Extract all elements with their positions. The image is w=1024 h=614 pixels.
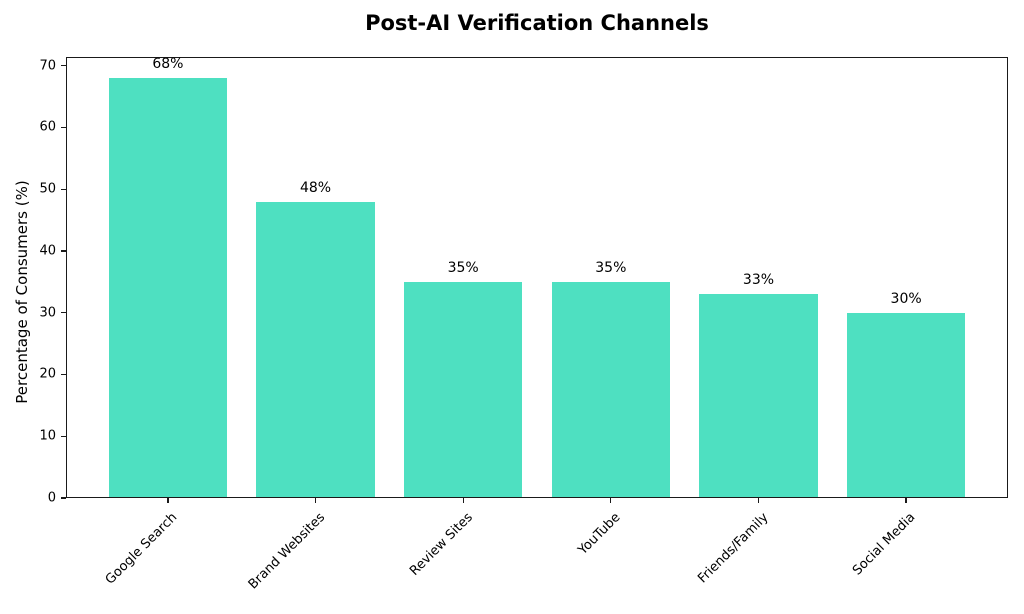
x-tick-label: Friends/Family [694,510,772,587]
bar [256,201,375,497]
bar-value-label: 33% [742,272,775,289]
y-tick-mark [61,188,66,190]
bar-value-label: 35% [595,259,627,276]
x-tick-mark [462,498,464,503]
bar [699,294,818,497]
x-tick-mark [757,498,760,503]
x-tick-label: Brand Websites [245,510,329,593]
bar-value-label: 68% [152,56,184,72]
y-tick-label: 0 [47,490,56,506]
x-tick-label: Review Sites [407,510,476,579]
y-tick-label: 40 [39,243,56,259]
x-tick-mark [314,498,317,503]
y-tick-label: 30 [39,305,56,321]
bar [108,78,227,497]
bar [404,281,523,497]
y-tick-label: 20 [39,366,56,382]
chart-title: Post-AI Verification Channels [365,11,709,35]
y-tick-mark [61,435,66,437]
y-tick-mark [61,126,66,129]
x-tick-mark [905,498,907,503]
bar [551,281,670,497]
x-tick-label: Google Search [102,510,181,588]
y-tick-label: 70 [39,58,56,74]
bar-value-label: 35% [447,259,479,276]
x-tick-mark [167,498,169,503]
bar [847,312,966,497]
y-tick-mark [61,497,66,499]
y-tick-mark [61,250,66,252]
bar-value-label: 48% [299,179,332,196]
y-tick-mark [61,64,66,67]
y-tick-label: 50 [39,181,56,197]
y-tick-mark [61,312,66,314]
y-tick-label: 60 [39,119,56,135]
bar-value-label: 30% [890,290,922,307]
y-tick-mark [61,373,66,376]
x-tick-label: Social Media [850,510,919,579]
x-tick-label: YouTube [575,510,624,558]
x-tick-mark [610,498,612,503]
y-tick-label: 10 [39,428,56,444]
